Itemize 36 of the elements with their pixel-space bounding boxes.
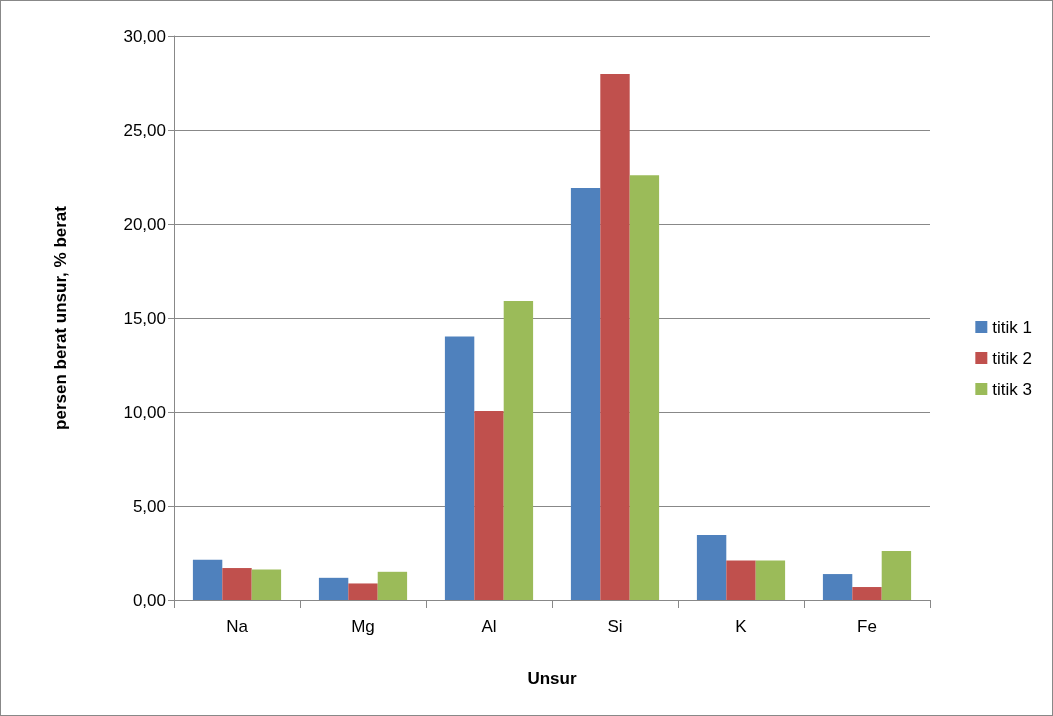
bar [377, 571, 408, 600]
y-tick-label: 5,00 [132, 496, 166, 516]
bar [726, 560, 756, 600]
x-tick-label: Na [226, 617, 249, 636]
bar [629, 175, 660, 600]
bar [222, 568, 252, 600]
bar [696, 534, 727, 600]
x-tick-label: Al [481, 617, 497, 636]
bar [881, 550, 912, 600]
x-axis-title: Unsur [527, 669, 577, 688]
x-tick-label: K [735, 617, 748, 636]
bar [755, 560, 786, 600]
y-axis-title: persen berat unsur, % berat [51, 205, 70, 430]
y-tick-label: 10,00 [123, 402, 166, 422]
bar [251, 569, 282, 600]
x-tick-label: Fe [857, 617, 877, 636]
bar [852, 587, 882, 600]
x-tick-label: Mg [351, 617, 375, 636]
legend-label: titik 2 [992, 348, 1033, 368]
x-tick-label: Si [607, 617, 623, 636]
bar [318, 577, 349, 600]
bar [600, 73, 630, 600]
y-tick-label: 30,00 [123, 26, 166, 46]
bar [503, 300, 534, 600]
y-tick-label: 20,00 [123, 214, 166, 234]
bar [192, 559, 223, 600]
legend-label: titik 3 [992, 379, 1033, 399]
bar [444, 336, 475, 600]
bar [570, 187, 601, 600]
bar [348, 583, 378, 600]
bar [822, 574, 853, 600]
bar [474, 411, 504, 600]
y-tick-label: 25,00 [123, 120, 166, 140]
legend-label: titik 1 [992, 317, 1033, 337]
y-tick-label: 0,00 [132, 590, 166, 610]
y-tick-label: 15,00 [123, 308, 166, 328]
